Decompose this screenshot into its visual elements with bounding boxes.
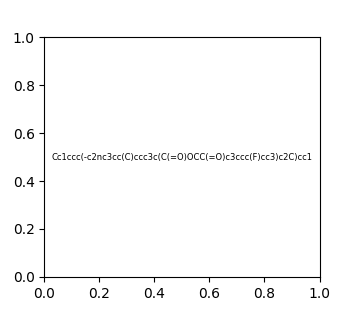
Text: Cc1ccc(-c2nc3cc(C)ccc3c(C(=O)OCC(=O)c3ccc(F)cc3)c2C)cc1: Cc1ccc(-c2nc3cc(C)ccc3c(C(=O)OCC(=O)c3cc… (51, 153, 312, 161)
